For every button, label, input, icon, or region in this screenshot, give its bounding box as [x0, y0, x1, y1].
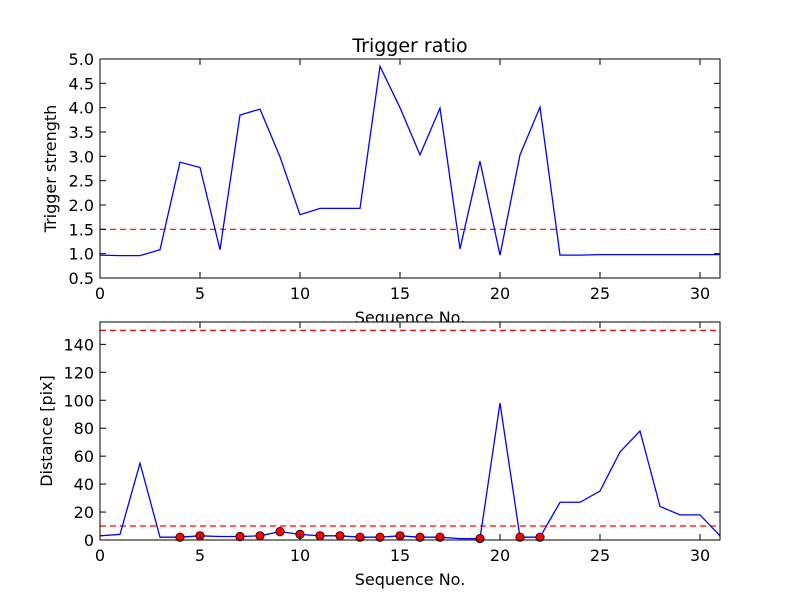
data-point-marker: [435, 532, 445, 542]
y-tick-label: 0.5: [69, 269, 94, 288]
y-tick-label: 2.0: [69, 196, 94, 215]
y-tick-label: 140: [63, 335, 94, 354]
x-tick-label: 10: [290, 284, 310, 303]
y-tick-label: 60: [74, 447, 94, 466]
y-tick-label: 0: [84, 531, 94, 550]
y-tick-label: 4.5: [69, 74, 94, 93]
y-tick-label: 100: [63, 391, 94, 410]
x-tick-label: 20: [490, 284, 510, 303]
y-tick-label: 80: [74, 419, 94, 438]
data-point-marker: [315, 531, 325, 541]
plot-area: [100, 59, 720, 278]
data-layer: [100, 64, 720, 257]
data-point-marker: [235, 531, 245, 542]
x-tick-label: 25: [590, 284, 610, 303]
y-tick-label: 3.5: [69, 123, 94, 142]
y-tick-label: 120: [63, 363, 94, 382]
chart-title: Trigger ratio: [351, 35, 467, 57]
data-point-marker: [175, 532, 185, 542]
x-tick-label: 5: [195, 546, 205, 565]
axes-frame: [99, 58, 721, 279]
x-tick-label: 15: [390, 546, 410, 565]
chart-panel-1: 0 5 10 15 20 25 30 0.5 1.0 1.5 2.0 2.5 3.0 3.5 4.0 4.5 5…: [41, 35, 721, 327]
series-line-1: [100, 64, 720, 257]
y-tick-label: 40: [74, 475, 94, 494]
data-point-marker: [535, 532, 545, 542]
y-tick-label: 5.0: [69, 50, 94, 69]
y-axis-title: Trigger strength: [41, 105, 60, 234]
x-tick-label: 20: [490, 546, 510, 565]
y-tick-label: 3.0: [69, 147, 94, 166]
x-tick-label: 25: [590, 546, 610, 565]
chart-panel-2: 0 5 10 15 20 25 30 0 20 40 60 80 100 120 140 Sequence N…: [37, 321, 721, 589]
data-point-marker: [515, 532, 525, 542]
x-tick-label: 30: [690, 546, 710, 565]
data-point-marker: [275, 527, 285, 537]
x-tick-label: 5: [195, 284, 205, 303]
x-tick-label: 30: [690, 284, 710, 303]
x-tick-label: 0: [95, 284, 105, 303]
y-tick-label: 1.0: [69, 245, 94, 264]
x-tick-label: 10: [290, 546, 310, 565]
data-point-marker: [415, 532, 425, 542]
data-point-marker: [475, 534, 485, 544]
y-axis-title: Distance [pix]: [37, 375, 56, 487]
y-tick-label: 2.5: [69, 172, 94, 191]
x-tick-label: 15: [390, 284, 410, 303]
plot-area: [100, 322, 720, 540]
y-tick-label: 4.0: [69, 99, 94, 118]
axes-frame: [99, 321, 721, 541]
data-point-marker: [335, 531, 345, 541]
x-axis-title: Sequence No.: [355, 570, 466, 589]
data-point-marker: [355, 532, 365, 542]
y-tick-label: 1.5: [69, 220, 94, 239]
data-point-marker: [375, 532, 385, 542]
y-tick-label: 20: [74, 503, 94, 522]
x-tick-label: 0: [95, 546, 105, 565]
data-point-marker: [255, 531, 265, 541]
